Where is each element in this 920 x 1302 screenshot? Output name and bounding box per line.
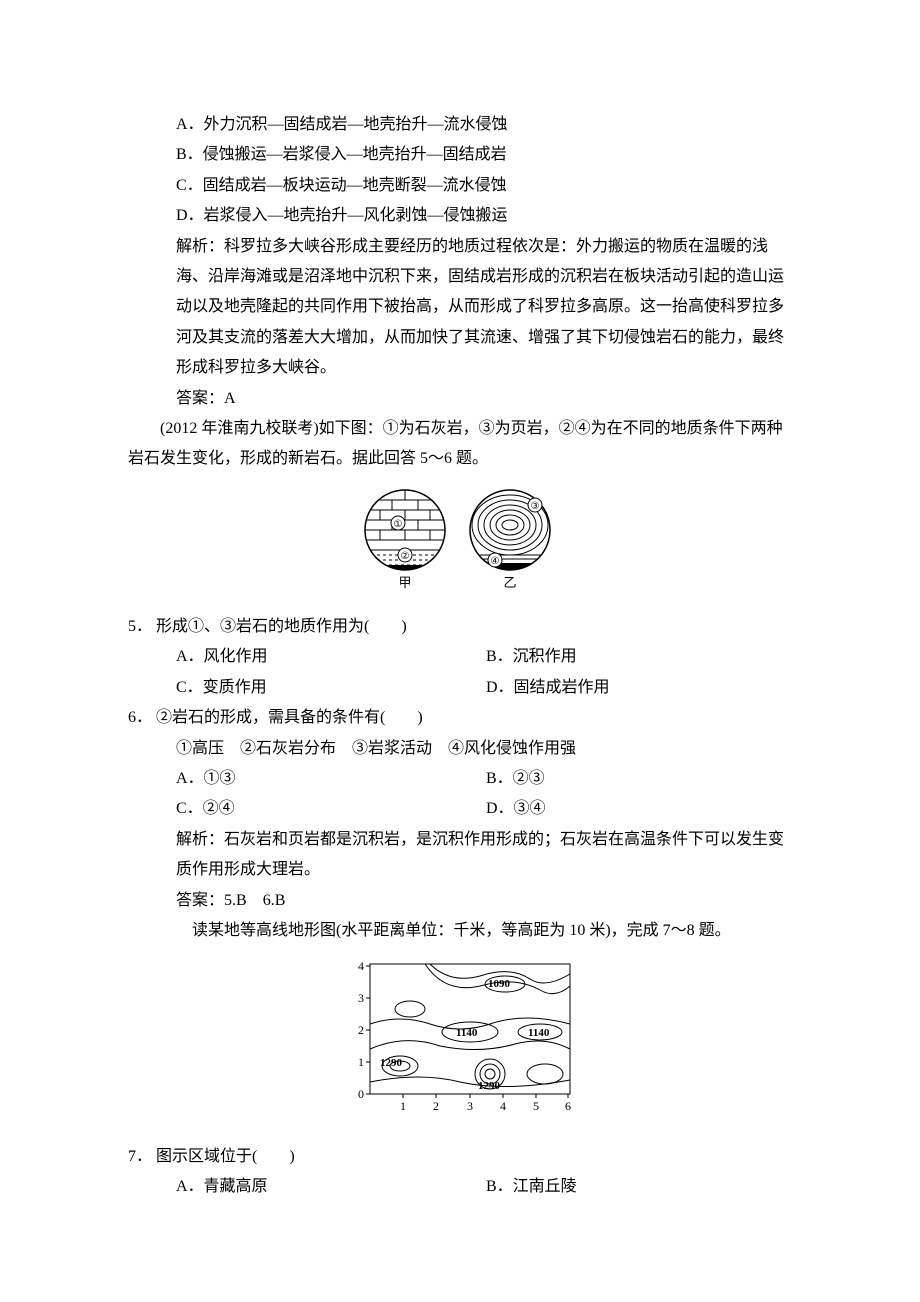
- q4-option-d: D．岩浆侵入—地壳抬升—风化剥蚀—侵蚀搬运: [176, 201, 792, 231]
- rock-mark-4: ④: [491, 556, 500, 567]
- rock-label-right: 乙: [503, 575, 516, 590]
- q6-answer-value: 5.B 6.B: [224, 892, 285, 909]
- y-tick-4: 4: [358, 959, 364, 973]
- q7-option-a: A．青藏高原: [176, 1172, 486, 1202]
- x-tick-1: 1: [400, 1099, 406, 1113]
- q6-option-c: C．②④: [176, 794, 486, 824]
- q6-conditions: ①高压 ②石灰岩分布 ③岩浆活动 ④风化侵蚀作用强: [176, 734, 792, 764]
- q6-option-b: B．②③: [486, 764, 545, 794]
- q4-answer-label: 答案：: [176, 390, 224, 407]
- contour-label-1140a: 1140: [456, 1027, 478, 1039]
- q6-num: 6．: [128, 703, 152, 733]
- q6-answer: 答案：5.B 6.B: [176, 886, 792, 916]
- q5-option-a: A．风化作用: [176, 642, 486, 672]
- contour-label-1290a: 1290: [380, 1057, 403, 1069]
- q6-answer-label: 答案：: [176, 892, 224, 909]
- q4-answer: 答案：A: [176, 384, 792, 414]
- q7-num: 7．: [128, 1142, 152, 1172]
- q4-answer-value: A: [224, 390, 236, 407]
- contour-label-1090: 1090: [488, 978, 511, 990]
- q5-num: 5．: [128, 612, 152, 642]
- y-tick-1: 1: [358, 1055, 364, 1069]
- contour-label-1140b: 1140: [528, 1027, 550, 1039]
- y-tick-3: 3: [358, 991, 364, 1005]
- q6-jiexi-text: 石灰岩和页岩都是沉积岩，是沉积作用形成的；石灰岩在高温条件下可以发生变质作用形成…: [176, 831, 784, 878]
- q5-option-b: B．沉积作用: [486, 642, 577, 672]
- q4-jiexi-label: 解析：: [176, 238, 224, 255]
- y-tick-0: 0: [358, 1087, 364, 1101]
- rock-mark-2: ②: [401, 551, 410, 562]
- q4-option-c: C．固结成岩—板块运动—地壳断裂—流水侵蚀: [176, 171, 792, 201]
- q6-option-d: D．③④: [486, 794, 546, 824]
- q6-explanation: 解析：石灰岩和页岩都是沉积岩，是沉积作用形成的；石灰岩在高温条件下可以发生变质作…: [176, 825, 792, 886]
- q4-explanation: 解析：科罗拉多大峡谷形成主要经历的地质过程依次是：外力搬运的物质在温暖的浅海、沿…: [176, 232, 792, 384]
- q6-jiexi-label: 解析：: [176, 831, 224, 848]
- rock-label-left: 甲: [398, 575, 411, 590]
- rock-mark-1: ①: [394, 519, 403, 530]
- figure-rock: ① ② 甲: [128, 485, 792, 606]
- q7-option-b: B．江南丘陵: [486, 1172, 577, 1202]
- q7-stem: 图示区域位于( ): [156, 1142, 295, 1172]
- x-tick-6: 6: [565, 1099, 571, 1113]
- q4-jiexi-text: 科罗拉多大峡谷形成主要经历的地质过程依次是：外力搬运的物质在温暖的浅海、沿岸海滩…: [176, 238, 784, 377]
- q6-stem: ②岩石的形成，需具备的条件有( ): [156, 703, 423, 733]
- x-tick-3: 3: [467, 1099, 473, 1113]
- q5-option-c: C．变质作用: [176, 673, 486, 703]
- x-tick-2: 2: [433, 1099, 439, 1113]
- q5-stem: 形成①、③岩石的地质作用为( ): [156, 612, 407, 642]
- q4-option-a: A．外力沉积—固结成岩—地壳抬升—流水侵蚀: [176, 110, 792, 140]
- figure-contour: 0 1 2 3 4 1 2 3 4 5 6: [128, 954, 792, 1135]
- x-tick-4: 4: [500, 1099, 506, 1113]
- q5-option-d: D．固结成岩作用: [486, 673, 610, 703]
- rock-mark-3: ③: [531, 501, 540, 512]
- stem-7-8: 读某地等高线地形图(水平距离单位：千米，等高距为 10 米)，完成 7～8 题。: [176, 916, 792, 946]
- q4-option-b: B．侵蚀搬运—岩浆侵入—地壳抬升—固结成岩: [176, 140, 792, 170]
- x-tick-5: 5: [533, 1099, 539, 1113]
- y-tick-2: 2: [358, 1023, 364, 1037]
- q6-option-a: A．①③: [176, 764, 486, 794]
- stem-5-6: (2012 年淮南九校联考)如下图：①为石灰岩，③为页岩，②④为在不同的地质条件…: [128, 414, 792, 475]
- contour-label-1290b: 1290: [478, 1080, 501, 1092]
